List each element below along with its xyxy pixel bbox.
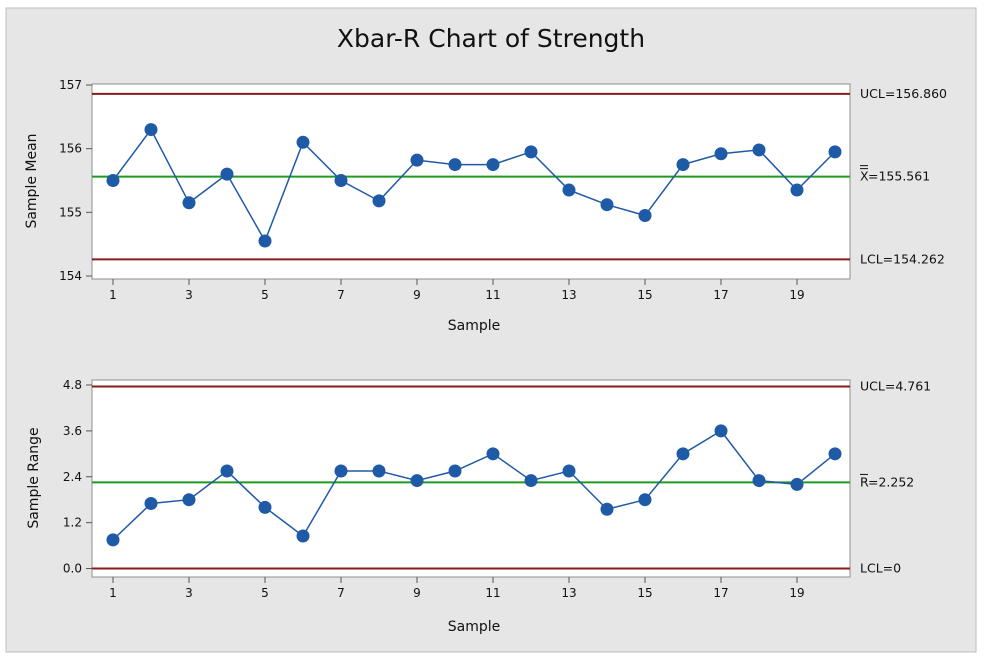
range-point-13 <box>562 464 576 478</box>
range-point-9 <box>410 474 424 488</box>
range-x-tick-label-5: 11 <box>485 586 500 600</box>
xbar-ucl-label: UCL=156.860 <box>860 86 947 101</box>
range-point-5 <box>258 500 272 514</box>
range-point-12 <box>524 474 538 488</box>
range-center-label: R =2.252 <box>860 473 914 489</box>
xbar-point-8 <box>372 194 386 208</box>
xbar-x-axis-title: Sample <box>448 318 501 334</box>
xbar-y-axis-title: Sample Mean <box>24 133 40 228</box>
range-point-2 <box>144 497 158 511</box>
range-lcl-label: LCL=0 <box>860 561 901 576</box>
xbar-point-12 <box>524 145 538 159</box>
range-x-tick-label-4: 9 <box>413 586 421 600</box>
xbar-point-11 <box>486 158 500 172</box>
range-point-11 <box>486 447 500 461</box>
xbar-y-tick-label-3: 157 <box>59 78 82 92</box>
xbar-point-7 <box>334 174 348 187</box>
xbar-x-tick-label-4: 9 <box>413 288 421 302</box>
range-x-tick-label-9: 19 <box>789 586 804 600</box>
range-point-3 <box>182 493 196 507</box>
xbar-point-4 <box>220 167 234 181</box>
chart-title: Xbar-R Chart of Strength <box>337 24 645 53</box>
range-x-tick-label-1: 3 <box>185 586 193 600</box>
range-ucl-label: UCL=4.761 <box>860 378 931 393</box>
range-y-axis-title: Sample Range <box>26 427 42 528</box>
xbar-point-15 <box>638 209 652 223</box>
range-point-10 <box>448 464 462 478</box>
range-x-tick-label-6: 13 <box>561 586 576 600</box>
xbar-series-line <box>112 128 836 243</box>
xbar-x-tick-label-1: 3 <box>185 288 193 302</box>
xbar-point-1 <box>106 174 120 187</box>
range-dynamic-layer: 0.01.22.43.64.81 3 5 7 9 11 13 15 17 19UCL=4.761R… <box>63 378 931 600</box>
range-point-18 <box>752 474 766 488</box>
range-x-tick-label-7: 15 <box>637 586 652 600</box>
xbar-point-9 <box>410 153 424 167</box>
xbar-x-tick-label-7: 15 <box>637 288 652 302</box>
xbar-center-label: X =155.561 <box>860 165 930 184</box>
range-center-value: =2.252 <box>868 474 914 489</box>
range-point-8 <box>372 464 386 478</box>
range-point-1 <box>106 533 120 547</box>
range-x-tick-label-3: 7 <box>337 586 345 600</box>
range-point-20 <box>828 447 842 461</box>
range-center-symbol: R <box>860 474 869 489</box>
range-x-tick-label-8: 17 <box>713 586 728 600</box>
range-y-tick-label-4: 4.8 <box>63 378 82 392</box>
xbar-x-tick-label-2: 5 <box>261 288 269 302</box>
range-x-tick-label-2: 5 <box>261 586 269 600</box>
range-point-15 <box>638 493 652 507</box>
range-point-17 <box>714 424 728 438</box>
xbar-center-value: =155.561 <box>868 169 930 184</box>
xbar-point-20 <box>828 145 842 159</box>
range-point-16 <box>676 447 690 461</box>
xbar-point-14 <box>600 198 614 212</box>
xbar-lcl-label: LCL=154.262 <box>860 251 945 266</box>
xbar-plot-area <box>91 83 851 280</box>
range-y-tick-label-0: 0.0 <box>63 562 82 576</box>
xbar-point-2 <box>144 123 158 137</box>
range-y-tick-label-1: 1.2 <box>63 516 82 530</box>
xbar-point-5 <box>258 234 272 248</box>
xbar-point-10 <box>448 158 462 172</box>
range-plot-area <box>91 379 851 578</box>
xbar-center-symbol: X <box>860 169 869 184</box>
range-y-tick-label-2: 2.4 <box>63 470 82 484</box>
range-x-tick-label-0: 1 <box>109 586 117 600</box>
xbar-point-18 <box>752 143 766 157</box>
range-series-line <box>112 429 836 541</box>
range-point-19 <box>790 477 804 491</box>
xbar-x-tick-label-9: 19 <box>789 288 804 302</box>
xbar-point-13 <box>562 183 576 197</box>
xbar-y-tick-label-2: 156 <box>59 142 82 156</box>
xbar-y-tick-label-1: 155 <box>59 205 82 219</box>
range-x-axis-title: Sample <box>448 619 501 635</box>
xbar-x-tick-label-8: 17 <box>713 288 728 302</box>
xbar-point-17 <box>714 147 728 161</box>
range-point-4 <box>220 464 234 478</box>
xbar-x-tick-label-5: 11 <box>485 288 500 302</box>
range-y-tick-label-3: 3.6 <box>63 424 82 438</box>
xbar-x-tick-label-3: 7 <box>337 288 345 302</box>
range-point-14 <box>600 502 614 516</box>
xbar-x-tick-label-0: 1 <box>109 288 117 302</box>
xbar-y-tick-label-0: 154 <box>59 269 82 283</box>
xbar-point-19 <box>790 183 804 197</box>
xbar-point-3 <box>182 196 196 210</box>
xbar-x-tick-label-6: 13 <box>561 288 576 302</box>
xbar-point-16 <box>676 158 690 172</box>
xbar-point-6 <box>296 135 310 149</box>
range-point-6 <box>296 529 310 543</box>
range-point-7 <box>334 464 348 478</box>
